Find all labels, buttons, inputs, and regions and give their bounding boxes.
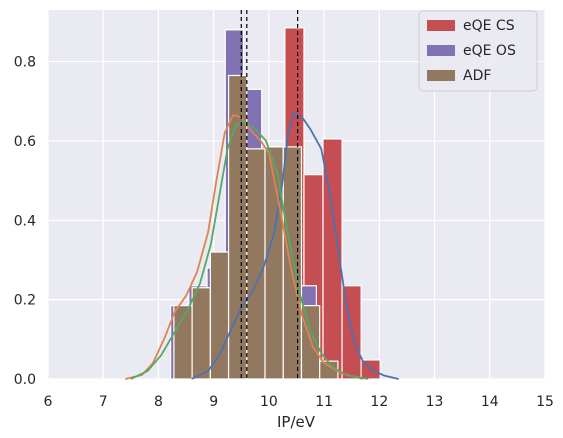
bar-adf — [210, 252, 228, 379]
x-axis-label: IP/eV — [277, 413, 316, 431]
x-tick-label: 13 — [426, 394, 444, 410]
x-tick-label: 7 — [99, 394, 108, 410]
legend-swatch-adf — [427, 70, 455, 81]
x-tick-label: 14 — [481, 394, 499, 410]
x-tick-label: 6 — [44, 394, 53, 410]
legend-swatch-eqe-os — [427, 45, 455, 56]
x-tick-label: 11 — [315, 394, 333, 410]
y-tick-label: 0.0 — [14, 372, 36, 388]
bar-adf — [192, 288, 210, 379]
y-tick-label: 0.2 — [14, 293, 36, 309]
legend-label-eqe-os: eQE OS — [463, 43, 516, 59]
y-tick-label: 0.8 — [14, 55, 36, 71]
bar-adf — [247, 149, 265, 379]
y-tick-labels: 0.0 0.2 0.4 0.6 0.8 — [14, 55, 36, 388]
y-tick-label: 0.6 — [14, 134, 36, 150]
legend-label-eqe-cs: eQE CS — [463, 18, 515, 34]
bar-adf — [283, 147, 301, 379]
x-tick-label: 9 — [209, 394, 218, 410]
x-tick-label: 15 — [536, 394, 554, 410]
legend: eQE CS eQE OS ADF — [419, 11, 537, 91]
x-tick-label: 12 — [370, 394, 388, 410]
legend-label-adf: ADF — [463, 68, 491, 84]
legend-swatch-eqe-cs — [427, 20, 455, 31]
x-tick-labels: 6 7 8 9 10 11 12 13 14 15 — [44, 394, 554, 410]
x-tick-label: 8 — [154, 394, 163, 410]
y-tick-label: 0.4 — [14, 213, 36, 229]
x-tick-label: 10 — [260, 394, 278, 410]
